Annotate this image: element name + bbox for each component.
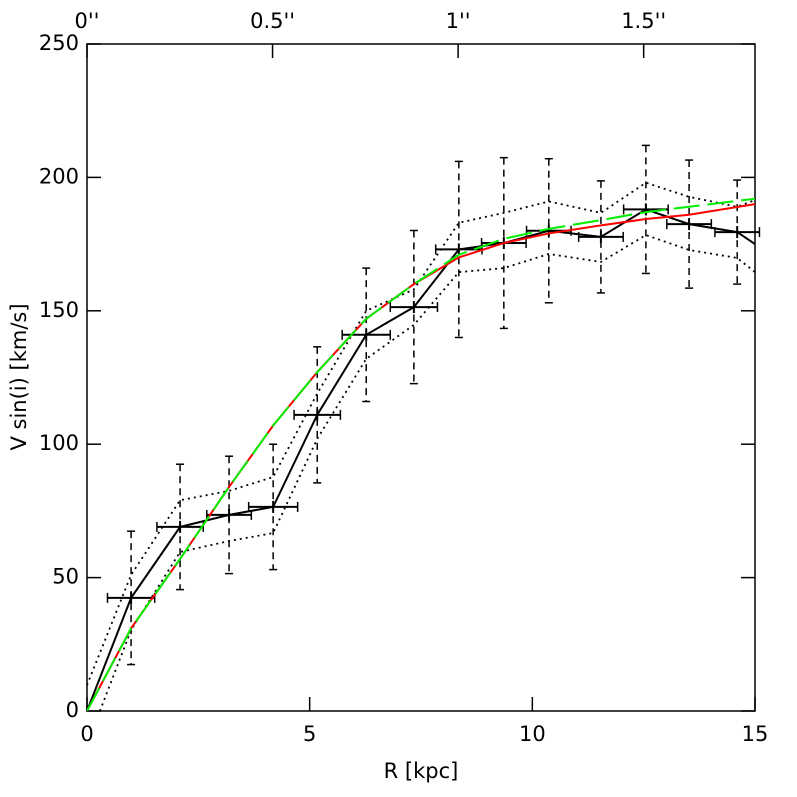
line [87,197,755,711]
line [87,181,755,686]
y-tick-label: 250 [39,31,79,55]
line [99,234,755,711]
x-axis-label: R [kpc] [384,759,459,783]
x-tick-label: 0 [80,722,93,746]
y-tick-label: 50 [52,565,79,589]
y-axis-label: V sin(i) [km/s] [7,303,31,450]
x2-tick-label: 0.5'' [250,9,295,33]
y-tick-label: 150 [39,298,79,322]
plot-frame [86,43,756,712]
y-tick-label: 100 [39,431,79,455]
x2-tick-label: 1.5'' [621,9,666,33]
line [87,208,755,711]
y-tick-label: 200 [39,164,79,188]
x2-tick-label: 1'' [446,9,471,33]
y-tick-label: 0 [66,698,79,722]
x-tick-label: 10 [519,722,546,746]
x-tick-label: 15 [742,722,769,746]
x-tick-label: 5 [303,722,316,746]
x2-tick-label: 0'' [75,9,100,33]
